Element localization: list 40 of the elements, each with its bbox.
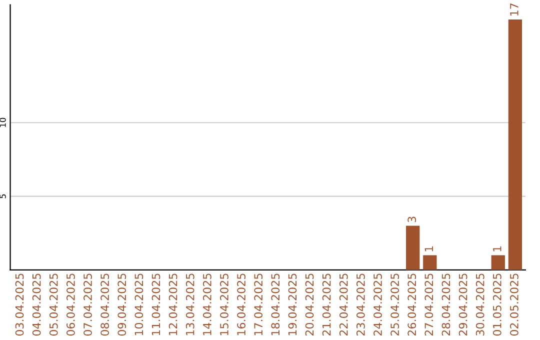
- x-tick-label: 07.04.2025: [84, 274, 92, 336]
- x-tick-label: 02.05.2025: [510, 274, 518, 336]
- x-tick-label: 14.04.2025: [202, 274, 212, 336]
- x-tick-label: 04.04.2025: [32, 274, 41, 336]
- bar: [406, 226, 420, 270]
- x-tick-label: 28.04.2025: [442, 274, 450, 336]
- x-tick-label: 05.04.2025: [49, 274, 58, 336]
- x-tick-label: 11.04.2025: [152, 274, 160, 336]
- x-tick-label: 16.04.2025: [237, 274, 246, 336]
- x-tick-label: 30.04.2025: [476, 274, 484, 336]
- x-tick-label: 12.04.2025: [168, 274, 178, 336]
- y-tick-label: 10: [0, 118, 6, 128]
- data-label: 1: [424, 246, 433, 252]
- bar: [508, 19, 522, 270]
- x-tick-label: 13.04.2025: [186, 274, 194, 336]
- x-tick-label: 18.04.2025: [271, 274, 280, 336]
- x-tick-label: 10.04.2025: [134, 274, 144, 336]
- x-tick-label: 29.04.2025: [458, 274, 468, 336]
- x-tick-label: 17.04.2025: [254, 274, 263, 336]
- x-tick-label: 19.04.2025: [288, 274, 297, 336]
- x-tick-label: 03.04.2025: [15, 274, 24, 336]
- x-tick-label: 26.04.2025: [408, 274, 416, 336]
- x-tick-label: 06.04.2025: [66, 274, 75, 336]
- y-tick-label: 5: [0, 194, 6, 198]
- data-label: 1: [493, 246, 502, 252]
- data-label: 3: [408, 216, 416, 222]
- x-tick-label: 08.04.2025: [100, 274, 110, 336]
- data-label: 17: [510, 4, 518, 16]
- x-tick-label: 21.04.2025: [322, 274, 331, 336]
- bar: [423, 255, 437, 270]
- x-tick-label: 01.05.2025: [492, 274, 502, 336]
- x-tick-label: 23.04.2025: [356, 274, 365, 336]
- bar: [491, 255, 505, 270]
- x-tick-label: 24.04.2025: [374, 274, 382, 336]
- x-tick-label: 20.04.2025: [305, 274, 314, 336]
- x-tick-label: 22.04.2025: [339, 274, 348, 336]
- x-tick-label: 27.04.2025: [424, 274, 434, 336]
- x-tick-label: 25.04.2025: [390, 274, 399, 336]
- x-tick-label: 09.04.2025: [118, 274, 126, 336]
- x-tick-label: 15.04.2025: [220, 274, 228, 336]
